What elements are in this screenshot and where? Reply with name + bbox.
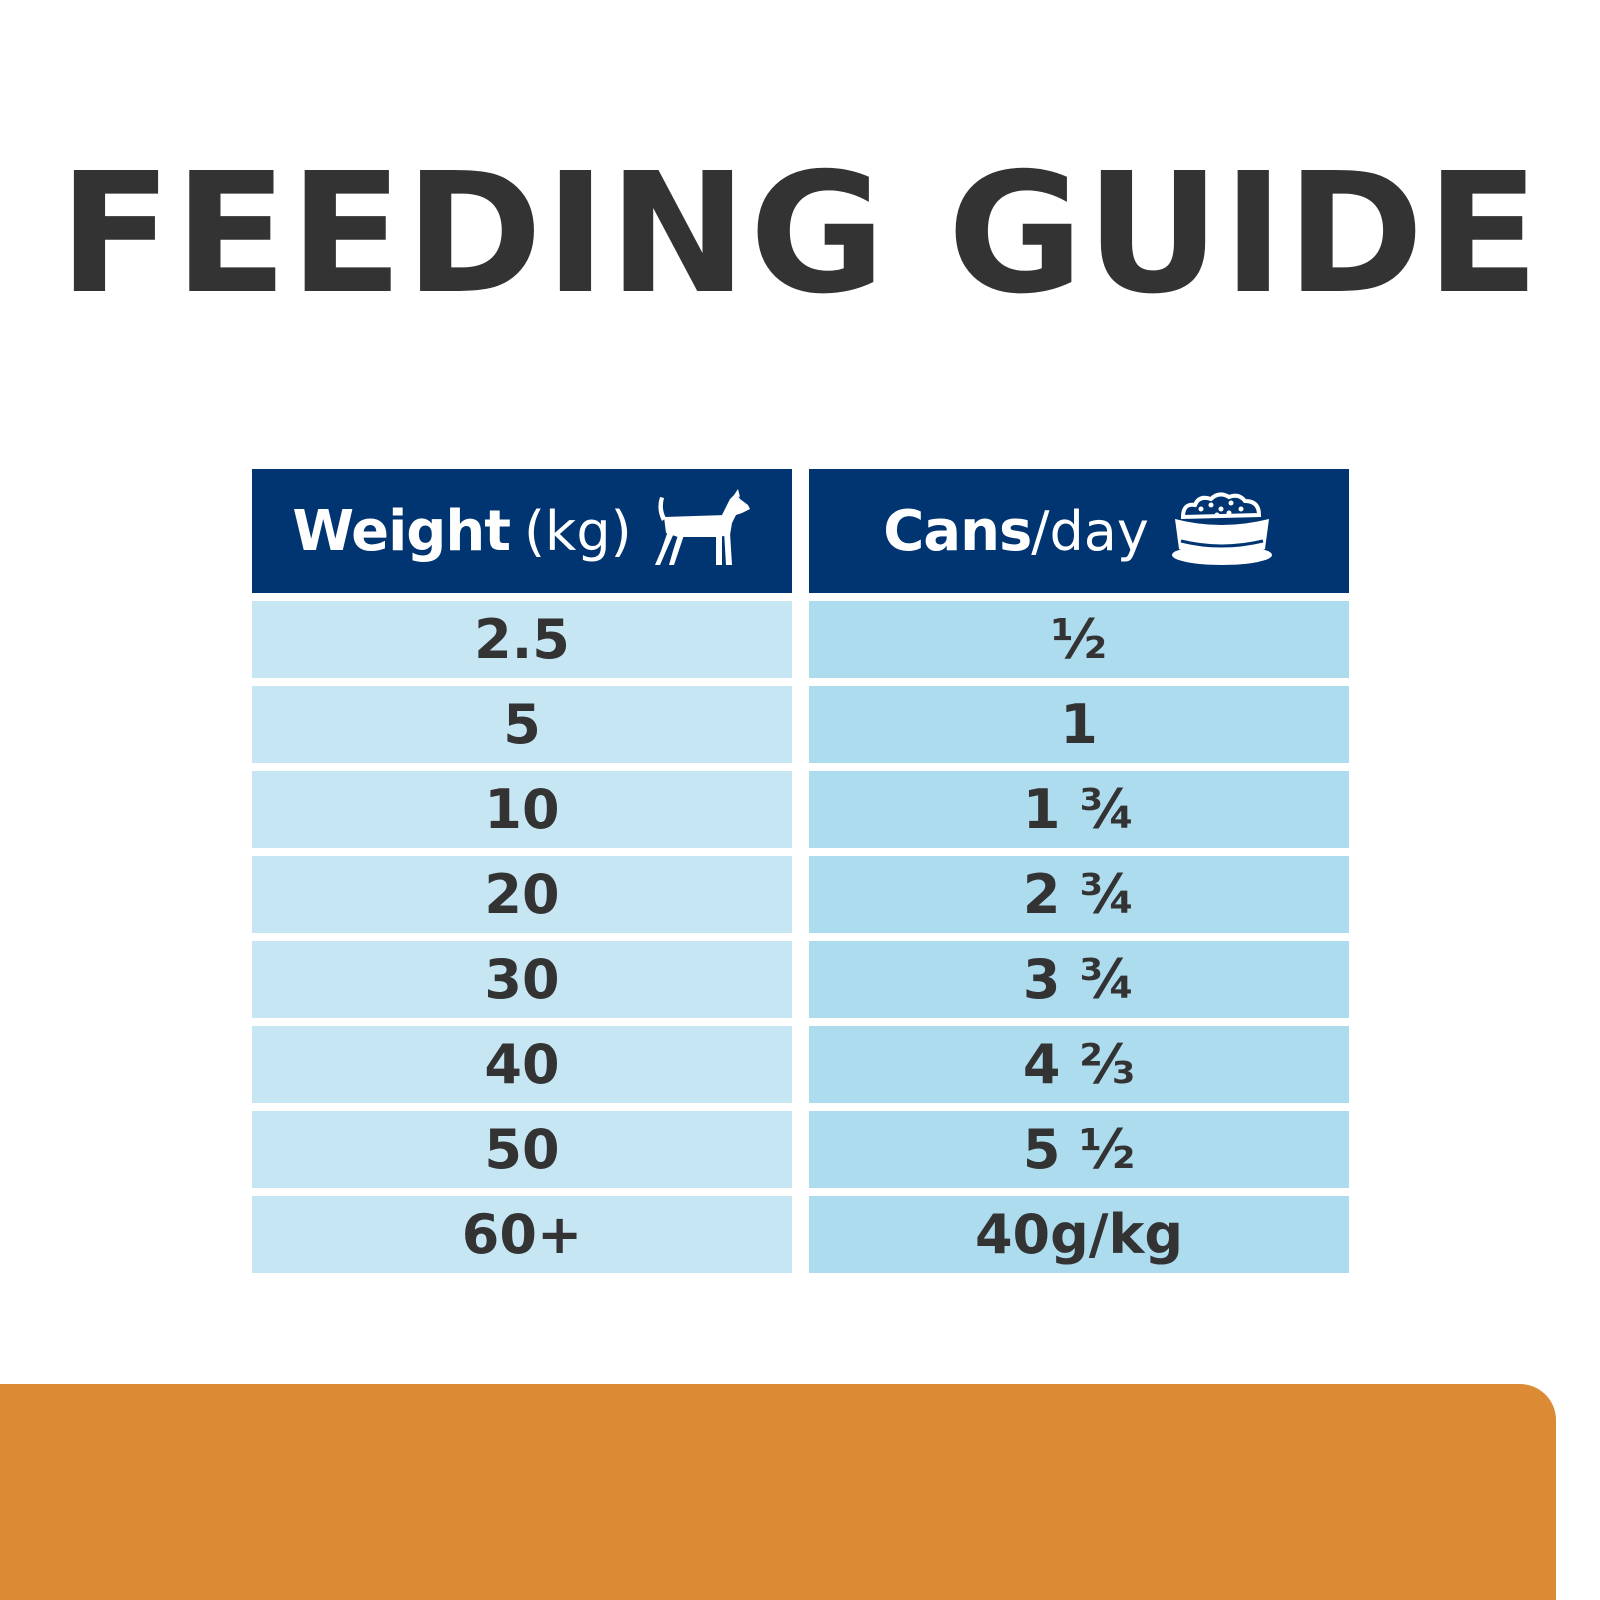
dog-icon [652,489,752,573]
cans-cell: 5 ½ [809,1111,1349,1188]
weight-cell: 40 [252,1026,792,1103]
cans-cell: 40g/kg [809,1196,1349,1273]
weight-cell: 50 [252,1111,792,1188]
cans-cell: 1 ¾ [809,771,1349,848]
weight-cell: 60+ [252,1196,792,1273]
weight-column: Weight (kg) [252,469,792,1273]
cans-header-unit: /day [1031,499,1149,563]
cans-column: Cans /day [809,469,1349,1273]
weight-cell: 10 [252,771,792,848]
cans-cell: 3 ¾ [809,941,1349,1018]
weight-cell: 2.5 [252,601,792,678]
weight-cell: 20 [252,856,792,933]
cans-cell: 2 ¾ [809,856,1349,933]
weight-cell: 30 [252,941,792,1018]
weight-header-unit: (kg) [523,499,632,563]
footer-bar [0,1384,1556,1600]
cans-header: Cans /day [809,469,1349,593]
food-bowl-icon [1169,491,1275,571]
cans-cell: 1 [809,686,1349,763]
weight-header: Weight (kg) [252,469,792,593]
cans-header-label: Cans [883,498,1032,564]
page-title: FEEDING GUIDE [58,138,1542,331]
weight-header-label: Weight [292,498,511,564]
weight-cell: 5 [252,686,792,763]
cans-cell: ½ [809,601,1349,678]
cans-cell: 4 ⅔ [809,1026,1349,1103]
